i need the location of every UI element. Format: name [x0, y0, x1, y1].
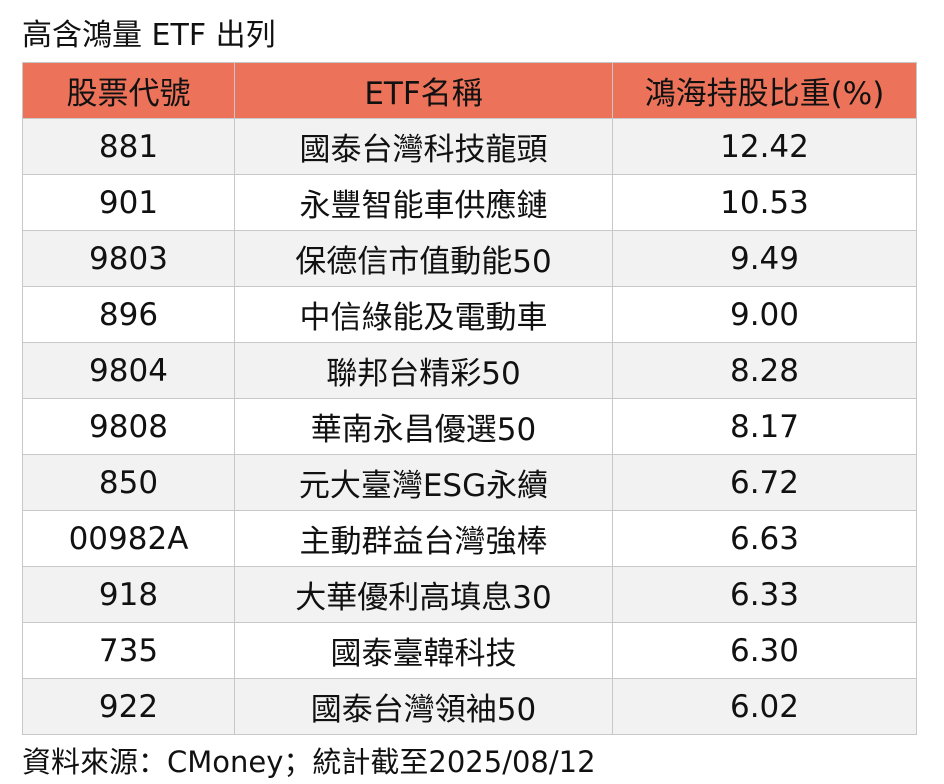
table-cell: 中信綠能及電動車	[234, 286, 613, 343]
table-row: 9803 保德信市值動能50 9.49	[22, 230, 917, 287]
table-cell: 6.72	[612, 454, 917, 511]
table-cell: 881	[22, 118, 235, 175]
table-row: 9808 華南永昌優選50 8.17	[22, 398, 917, 455]
table-cell: 保德信市值動能50	[234, 230, 613, 287]
table-row: 901 永豐智能車供應鏈 10.53	[22, 174, 917, 231]
title: 高含鴻量 ETF 出列	[22, 18, 276, 53]
table-cell: 大華優利高填息30	[234, 566, 613, 623]
table-row: 922 國泰台灣領袖50 6.02	[22, 678, 917, 735]
table-cell: 901	[22, 174, 235, 231]
table-cell: 922	[22, 678, 235, 735]
column-header: 股票代號	[22, 62, 235, 119]
table-cell: 國泰台灣領袖50	[234, 678, 613, 735]
table-cell: 主動群益台灣強棒	[234, 510, 613, 567]
table-cell: 華南永昌優選50	[234, 398, 613, 455]
table-cell: 聯邦台精彩50	[234, 342, 613, 399]
table-cell: 6.63	[612, 510, 917, 567]
table-cell: 8.28	[612, 342, 917, 399]
table-row: 735 國泰臺韓科技 6.30	[22, 622, 917, 679]
table-cell: 10.53	[612, 174, 917, 231]
table-cell: 8.17	[612, 398, 917, 455]
table-cell: 896	[22, 286, 235, 343]
table-cell: 永豐智能車供應鏈	[234, 174, 613, 231]
header-row: 股票代號 ETF名稱 鴻海持股比重(%)	[22, 62, 917, 119]
table-cell: 6.33	[612, 566, 917, 623]
table-cell: 9808	[22, 398, 235, 455]
table-cell: 9804	[22, 342, 235, 399]
table-cell: 735	[22, 622, 235, 679]
table-row: 00982A 主動群益台灣強棒 6.63	[22, 510, 917, 567]
table-cell: 9803	[22, 230, 235, 287]
table-cell: 850	[22, 454, 235, 511]
source-note: 資料來源：CMoney；統計截至2025/08/12	[22, 745, 596, 779]
column-header: 鴻海持股比重(%)	[612, 62, 917, 119]
table-body: 881 國泰台灣科技龍頭 12.42 901 永豐智能車供應鏈 10.53 9803 保德信市…	[22, 118, 917, 735]
table-row: 881 國泰台灣科技龍頭 12.42	[22, 118, 917, 175]
table-row: 896 中信綠能及電動車 9.00	[22, 286, 917, 343]
table-cell: 6.02	[612, 678, 917, 735]
table-row: 918 大華優利高填息30 6.33	[22, 566, 917, 623]
table-cell: 9.49	[612, 230, 917, 287]
table-cell: 9.00	[612, 286, 917, 343]
column-header: ETF名稱	[234, 62, 613, 119]
table-row: 9804 聯邦台精彩50 8.28	[22, 342, 917, 399]
table-cell: 00982A	[22, 510, 235, 567]
table-cell: 6.30	[612, 622, 917, 679]
holdings-table: 股票代號 ETF名稱 鴻海持股比重(%) 881 國泰台灣科技龍頭 12.42 901 永豐…	[22, 62, 917, 735]
table-cell: 國泰臺韓科技	[234, 622, 613, 679]
table-cell: 12.42	[612, 118, 917, 175]
table-cell: 918	[22, 566, 235, 623]
table-cell: 元大臺灣ESG永續	[234, 454, 613, 511]
table-row: 850 元大臺灣ESG永續 6.72	[22, 454, 917, 511]
table-cell: 國泰台灣科技龍頭	[234, 118, 613, 175]
